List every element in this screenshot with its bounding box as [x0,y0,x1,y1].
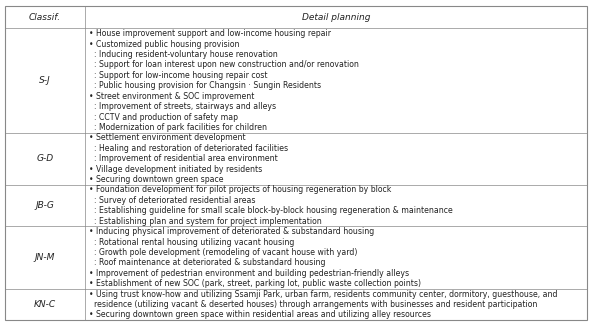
Text: : Growth pole development (remodeling of vacant house with yard): : Growth pole development (remodeling of… [89,248,357,257]
Text: • Inducing physical improvement of deteriorated & substandard housing: • Inducing physical improvement of deter… [89,227,374,236]
Text: : Inducing resident-voluntary house renovation: : Inducing resident-voluntary house reno… [89,50,278,59]
Text: • House improvement support and low-income housing repair: • House improvement support and low-inco… [89,29,331,38]
Text: : CCTV and production of safety map: : CCTV and production of safety map [89,112,237,122]
Text: : Rotational rental housing utilizing vacant housing: : Rotational rental housing utilizing va… [89,238,294,246]
Text: • Village development initiated by residents: • Village development initiated by resid… [89,165,262,174]
Text: : Improvement of streets, stairways and alleys: : Improvement of streets, stairways and … [89,102,276,111]
Text: : Modernization of park facilities for children: : Modernization of park facilities for c… [89,123,266,132]
Text: : Improvement of residential area environment: : Improvement of residential area enviro… [89,154,278,163]
Text: KN-C: KN-C [34,300,56,309]
Text: • Securing downtown green space: • Securing downtown green space [89,175,223,184]
Text: : Establishing guideline for small scale block-by-block housing regeneration & m: : Establishing guideline for small scale… [89,206,452,215]
Text: : Establishing plan and system for project implementation: : Establishing plan and system for proje… [89,217,321,226]
Text: • Settlement environment development: • Settlement environment development [89,133,245,142]
Text: : Support for low-income housing repair cost: : Support for low-income housing repair … [89,71,267,80]
Text: • Securing downtown green space within residential areas and utilizing alley res: • Securing downtown green space within r… [89,310,430,319]
Text: : Roof maintenance at deteriorated & substandard housing: : Roof maintenance at deteriorated & sub… [89,258,325,267]
Text: • Foundation development for pilot projects of housing regeneration by block: • Foundation development for pilot proje… [89,185,391,194]
Text: residence (utilizing vacant & deserted houses) through arrangements with busines: residence (utilizing vacant & deserted h… [89,300,537,309]
Text: JB-G: JB-G [36,201,54,210]
Text: JN-M: JN-M [34,253,55,262]
Text: • Using trust know-how and utilizing Ssamji Park, urban farm, residents communit: • Using trust know-how and utilizing Ssa… [89,289,557,299]
Text: : Public housing provision for Changsin · Sungin Residents: : Public housing provision for Changsin … [89,81,321,90]
Text: : Healing and restoration of deteriorated facilities: : Healing and restoration of deteriorate… [89,144,288,153]
Text: Classif.: Classif. [28,13,61,22]
Text: : Survey of deteriorated residential areas: : Survey of deteriorated residential are… [89,196,255,205]
Text: • Customized public housing provision: • Customized public housing provision [89,40,239,49]
Text: • Street environment & SOC improvement: • Street environment & SOC improvement [89,92,254,101]
Text: Detail planning: Detail planning [302,13,370,22]
Text: • Improvement of pedestrian environment and building pedestrian-friendly alleys: • Improvement of pedestrian environment … [89,269,409,278]
Text: G-D: G-D [36,154,53,163]
Text: : Support for loan interest upon new construction and/or renovation: : Support for loan interest upon new con… [89,60,359,69]
Text: • Establishment of new SOC (park, street, parking lot, public waste collection p: • Establishment of new SOC (park, street… [89,279,421,288]
Text: S-J: S-J [39,76,50,85]
